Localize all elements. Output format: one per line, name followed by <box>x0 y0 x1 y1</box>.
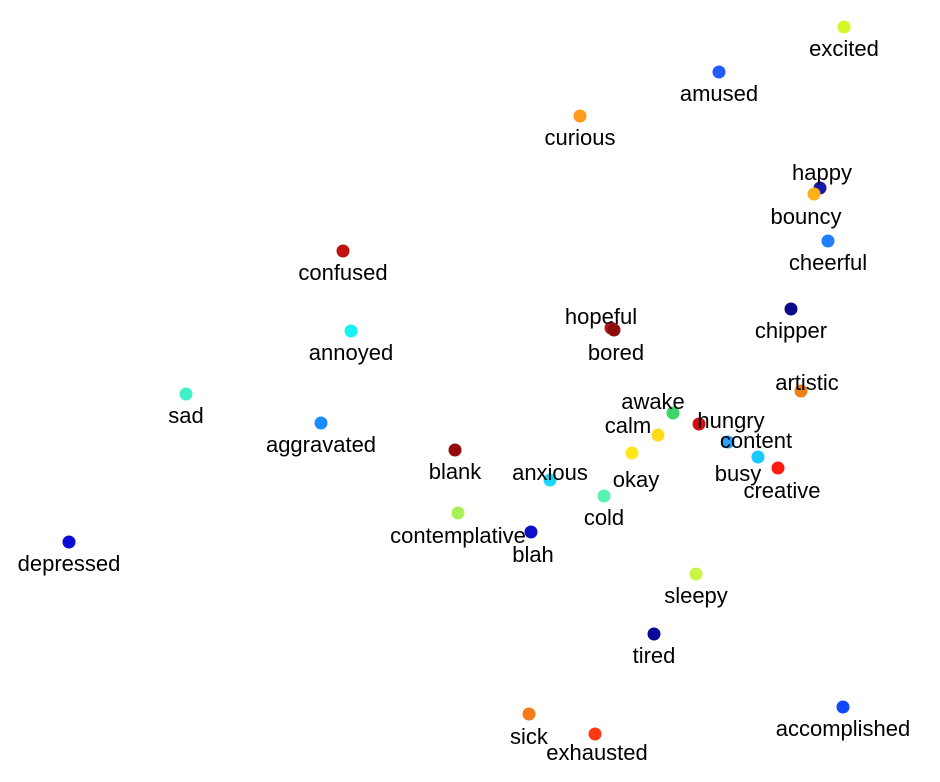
label-accomplished: accomplished <box>776 716 911 741</box>
point-blah <box>524 525 538 539</box>
label-content: content <box>720 428 792 453</box>
label-cold: cold <box>584 505 624 530</box>
label-hungry: hungry <box>697 408 764 433</box>
label-sad: sad <box>168 403 203 428</box>
point-confused <box>336 244 350 258</box>
point-chipper <box>784 302 798 316</box>
label-okay: okay <box>613 467 659 492</box>
label-chipper: chipper <box>755 318 827 343</box>
point-bored <box>607 323 621 337</box>
point-depressed <box>62 535 76 549</box>
label-aggravated: aggravated <box>266 432 376 457</box>
point-busy <box>751 450 765 464</box>
point-content <box>721 435 735 449</box>
point-tired <box>647 627 661 641</box>
label-happy: happy <box>792 160 852 185</box>
point-cold <box>597 489 611 503</box>
label-contemplative: contemplative <box>390 523 526 548</box>
label-bouncy: bouncy <box>771 204 842 229</box>
point-blank <box>448 443 462 457</box>
label-blank: blank <box>429 459 483 484</box>
label-depressed: depressed <box>18 551 121 576</box>
label-busy: busy <box>715 461 761 486</box>
point-curious <box>573 109 587 123</box>
label-sick: sick <box>510 724 549 749</box>
label-annoyed: annoyed <box>309 340 393 365</box>
point-excited <box>837 20 851 34</box>
point-amused <box>712 65 726 79</box>
point-sick <box>522 707 536 721</box>
point-sad <box>179 387 193 401</box>
label-tired: tired <box>633 643 676 668</box>
label-sleepy: sleepy <box>664 583 728 608</box>
label-amused: amused <box>680 81 758 106</box>
point-cheerful <box>821 234 835 248</box>
label-blah: blah <box>512 542 554 567</box>
label-excited: excited <box>809 36 879 61</box>
label-cheerful: cheerful <box>789 250 867 275</box>
labels-layer: excited amused curious happy bouncy cheerful c… <box>18 36 911 765</box>
point-hungry <box>692 417 706 431</box>
label-calm: calm <box>605 413 651 438</box>
label-hopeful: hopeful <box>565 304 637 329</box>
point-awake <box>666 406 680 420</box>
points-layer <box>62 20 851 741</box>
label-artistic: artistic <box>775 370 839 395</box>
point-sleepy <box>689 567 703 581</box>
label-creative: creative <box>743 478 820 503</box>
label-anxious: anxious <box>512 460 588 485</box>
point-okay <box>625 446 639 460</box>
label-confused: confused <box>298 260 387 285</box>
point-anxious <box>543 473 557 487</box>
point-creative <box>771 461 785 475</box>
point-exhausted <box>588 727 602 741</box>
point-artistic <box>794 384 808 398</box>
point-contemplative <box>451 506 465 520</box>
label-bored: bored <box>588 340 644 365</box>
point-bouncy <box>807 187 821 201</box>
label-exhausted: exhausted <box>546 740 648 765</box>
label-awake: awake <box>621 389 685 414</box>
point-aggravated <box>314 416 328 430</box>
point-calm <box>651 428 665 442</box>
point-accomplished <box>836 700 850 714</box>
label-curious: curious <box>545 125 616 150</box>
point-annoyed <box>344 324 358 338</box>
